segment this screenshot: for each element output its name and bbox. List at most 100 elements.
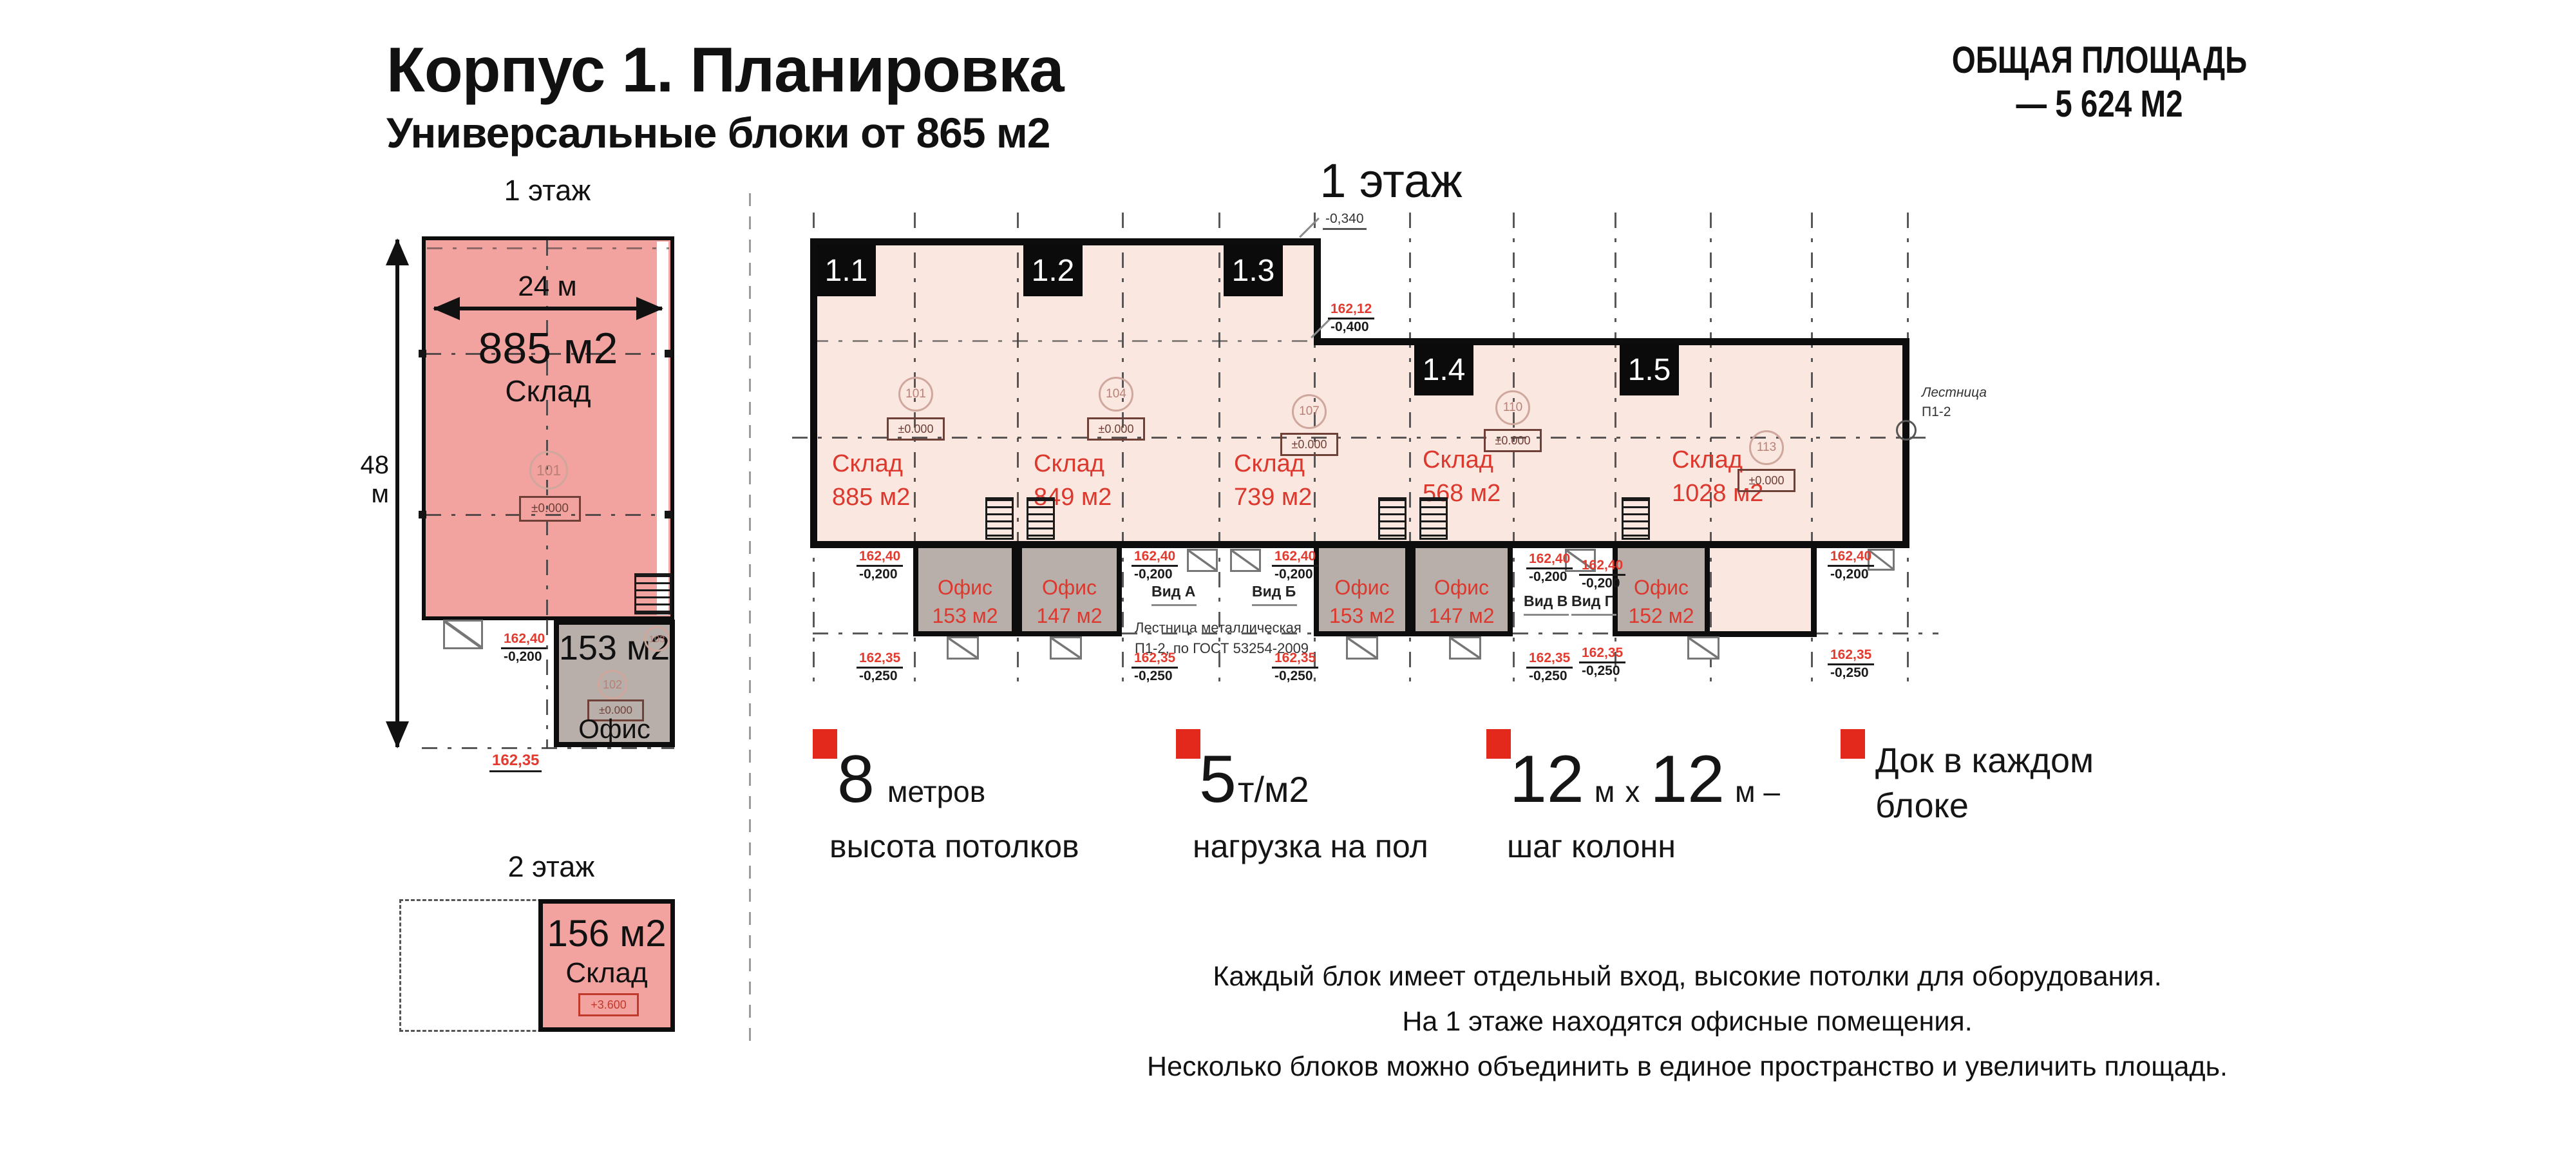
step-elevation-mark: 162,12 -0,400 [1328, 301, 1375, 334]
feature-3-separator: х [1625, 775, 1640, 808]
feature-3-value: 12 м х 12 м – [1510, 746, 1780, 813]
left-floor2-warehouse [538, 899, 675, 1032]
left-office-room-number-2: 103 [644, 626, 670, 652]
elevation-red: 162,40 [501, 631, 548, 649]
warehouse-label-5: Склад 1028 м2 [1672, 443, 1763, 510]
elevation-black: -0,200 [1582, 575, 1620, 591]
feature-1-value: 8 метров [837, 746, 985, 813]
main-plan-title: 1 этаж [1320, 154, 1463, 207]
view-mark-v-label: Вид В [1524, 593, 1568, 609]
dimension-48m-label: 48 м [360, 451, 390, 508]
warehouse-label-2-name: Склад [1034, 450, 1104, 477]
feature-1-caption: высота потолков [829, 828, 1079, 864]
footnote-3: Несколько блоков можно объединить в един… [1147, 1051, 2228, 1082]
elevation-mark: 162,35 -0,250 [1272, 651, 1319, 683]
wall-extension-bottom [1705, 631, 1817, 637]
warehouse-label-4-name: Склад [1423, 446, 1493, 473]
page-title: Корпус 1. Планировка [386, 34, 1065, 105]
door-mark [1346, 636, 1378, 660]
feature-4-line1: Док в каждом [1875, 741, 2094, 780]
elevation-black: -0,250 [1134, 668, 1173, 683]
total-area-value: — 5 624 М2 [2016, 82, 2183, 125]
elevation-red: 162,35 [1579, 645, 1626, 663]
grid-line-horizontal [1513, 632, 1613, 634]
stairs-icon [1027, 497, 1055, 540]
elevation-black: -0,200 [1274, 566, 1313, 582]
grid-line-horizontal [1122, 632, 1314, 634]
office-outline-3 [1314, 541, 1410, 636]
left-floor1-title: 1 этаж [504, 174, 591, 207]
elevation-black: -0,400 [1331, 319, 1369, 334]
dimension-24m-label: 24 м [518, 271, 577, 302]
elevation-black: -0,200 [1529, 569, 1567, 584]
room-level-mark: ±0.000 [1484, 429, 1542, 452]
elevation-black: -0,200 [1134, 566, 1173, 582]
panel-divider [749, 193, 751, 1050]
wall-extension-right [1811, 541, 1817, 636]
elevation-red: 162,40 [1132, 549, 1179, 567]
block-tag-1-3: 1.3 [1224, 245, 1283, 296]
left-elevation-mark-top: 162,40 -0,200 [501, 631, 548, 664]
elevation-red: 162,40 [857, 549, 904, 567]
page-subtitle: Универсальные блоки от 865 м2 [386, 109, 1050, 157]
feature-3-caption: шаг колонн [1507, 828, 1676, 864]
grid-line [1017, 213, 1019, 686]
door-mark [1868, 549, 1895, 571]
feature-bullet-1 [813, 729, 837, 759]
footnote-1: Каждый блок имеет отдельный вход, высоки… [1213, 961, 2162, 992]
office-label-3-area: 153 м2 [1329, 604, 1396, 627]
elevation-mark: 162,35 -0,250 [1132, 651, 1179, 683]
view-mark-g: Вид Г [1571, 593, 1616, 616]
door-mark [947, 636, 979, 660]
elevation-black: -0,200 [859, 566, 898, 582]
office-label-3: Офис 153 м2 [1314, 573, 1410, 630]
feature-4-line2: блоке [1875, 786, 1969, 825]
office-fill-1 [913, 544, 1017, 634]
left-warehouse-area [422, 236, 674, 620]
elevation-red: 162,35 [489, 752, 542, 772]
elevation-red: 162,40 [1579, 558, 1626, 576]
grid-line [1811, 213, 1813, 686]
warehouse-label-1-area: 885 м2 [832, 484, 911, 511]
warehouse-label-5-area: 1028 м2 [1672, 480, 1764, 507]
warehouse-label-3: Склад 739 м2 [1234, 447, 1312, 514]
room-number-circle: 101 [898, 377, 933, 412]
office-label-2: Офис 147 м2 [1017, 573, 1122, 630]
elevation-mark: 162,35 -0,250 [1526, 651, 1573, 683]
elevation-black: -0,250 [1274, 668, 1313, 683]
elevation-black: -0,250 [859, 668, 898, 683]
left-floor2-area-value: 156 м2 [547, 913, 667, 955]
left-warehouse-center-grid [546, 240, 548, 616]
left-floor2-title: 2 этаж [507, 850, 595, 883]
office-label-4-name: Офис [1434, 576, 1490, 599]
left-warehouse-inner-strip [657, 242, 668, 615]
left-office-center-grid [546, 620, 548, 748]
left-floor2-level-mark: +3.600 [578, 993, 639, 1016]
block-tag-1-1: 1.1 [817, 245, 876, 296]
elevation-red: 162,40 [1828, 549, 1875, 567]
view-mark-v: Вид В [1524, 593, 1569, 616]
feature-bullet-2 [1176, 729, 1200, 759]
room-number-circle: 113 [1749, 430, 1784, 465]
elevation-red: 162,40 [1272, 549, 1319, 567]
door-mark [1187, 549, 1218, 572]
elevation-mark: 162,35 -0,250 [1579, 645, 1626, 678]
office-label-5: Офис 152 м2 [1613, 573, 1710, 630]
office-label-2-area: 147 м2 [1036, 604, 1103, 627]
view-mark-g-label: Вид Г [1571, 593, 1613, 609]
warehouse-label-3-area: 739 м2 [1234, 484, 1312, 511]
office-label-3-name: Офис [1334, 576, 1390, 599]
office-label-1: Офис 153 м2 [913, 573, 1017, 630]
total-area-block: ОБЩАЯ ПЛОЩАДЬ — 5 624 М2 [1951, 40, 2248, 128]
elevation-red: 162,35 [1132, 651, 1179, 669]
elevation-mark: 162,40 -0,200 [857, 549, 904, 582]
elevation-mark: 162,40 -0,200 [1579, 558, 1626, 591]
wall-step [1314, 238, 1321, 345]
side-stair-marker [1896, 420, 1917, 441]
left-warehouse-hgrid-1 [426, 353, 670, 355]
office-outline-5 [1613, 541, 1710, 636]
elevation-black: -0,250 [1529, 668, 1567, 683]
grid-tick [419, 511, 426, 518]
main-warehouse-fill-extension [1710, 544, 1813, 634]
door-mark [1230, 549, 1261, 572]
